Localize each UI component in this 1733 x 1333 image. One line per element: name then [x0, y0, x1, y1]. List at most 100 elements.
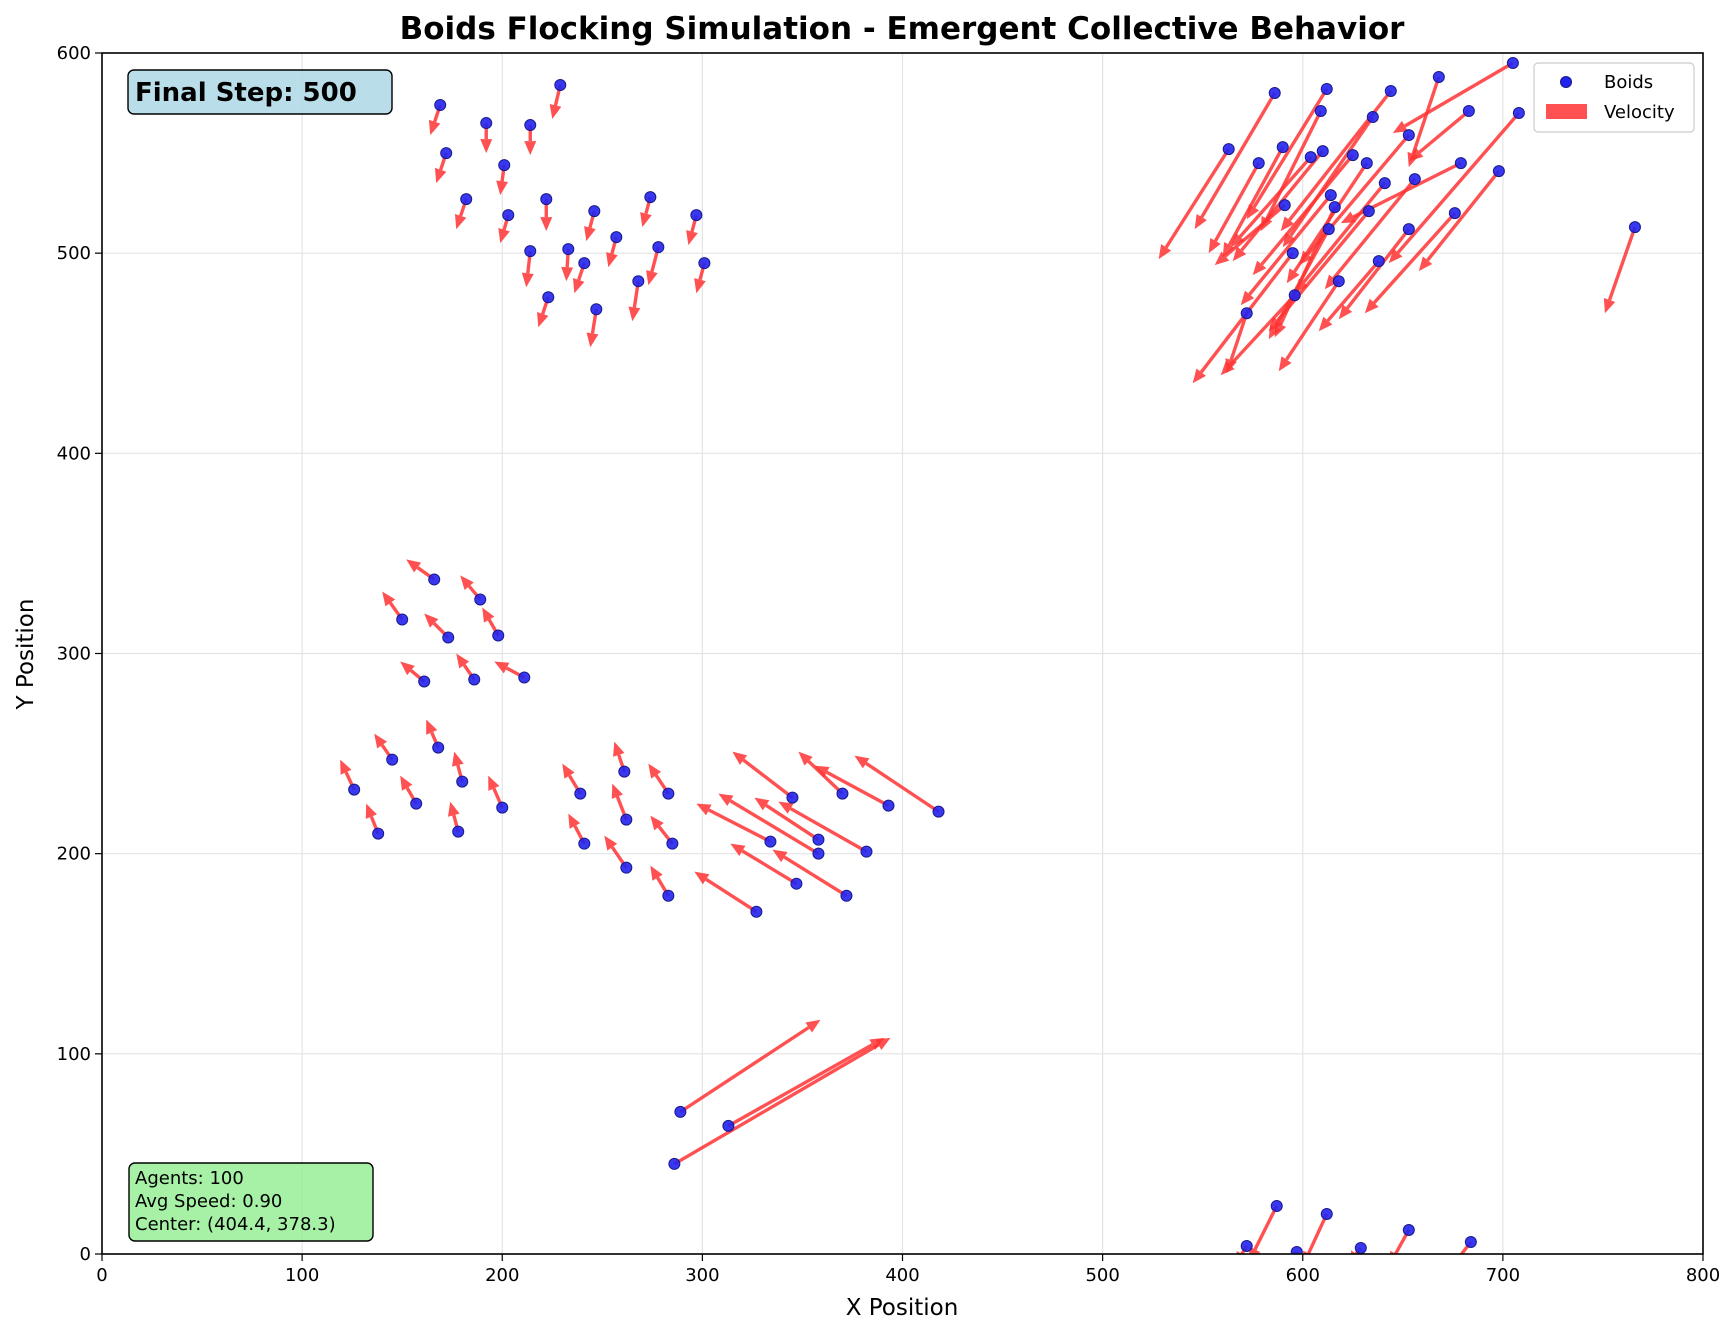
velocity-arrow-head: [1230, 232, 1245, 248]
boid-point: [1222, 143, 1235, 156]
boid-point: [662, 889, 675, 902]
velocity-arrow-head: [1268, 316, 1283, 332]
velocity-arrow: [705, 877, 758, 914]
velocity-arrow-head: [854, 755, 870, 769]
velocity-arrow: [807, 760, 844, 795]
boid-point: [1448, 207, 1461, 220]
velocity-arrow: [789, 807, 868, 854]
boid-point: [1402, 223, 1415, 236]
velocity-arrow: [1228, 294, 1296, 367]
boid-point: [1328, 201, 1341, 214]
boid-point: [456, 775, 469, 788]
boid-point: [668, 1157, 681, 1170]
y-tick-label: 500: [57, 243, 91, 264]
stats-box-frame: [128, 1162, 374, 1242]
velocity-arrow-head: [718, 793, 734, 806]
boid-point: [542, 291, 555, 304]
y-tick-label: 300: [57, 644, 91, 665]
boid-point: [1366, 111, 1379, 124]
boid-point: [460, 193, 473, 206]
boid-point: [1360, 157, 1373, 170]
velocity-arrow-head: [498, 228, 510, 244]
velocity-arrow-head: [1298, 250, 1313, 266]
y-axis-ticks: 0 100 200 300 400 500 600: [57, 43, 102, 1265]
velocity-arrow: [1285, 280, 1341, 361]
boid-point: [1320, 1207, 1333, 1220]
boid-point: [590, 303, 603, 316]
velocity-arrow-head: [1214, 251, 1230, 266]
velocity-arrow-head: [456, 653, 470, 669]
boid-point: [620, 861, 633, 874]
boid-point: [1288, 289, 1301, 302]
velocity-arrow: [1306, 133, 1411, 256]
velocity-arrows: [340, 61, 1637, 1254]
boid-point: [790, 877, 803, 890]
velocity-arrow-head: [694, 278, 706, 294]
velocity-arrow-head: [482, 607, 495, 623]
velocity-arrow: [741, 849, 798, 886]
velocity-arrow: [1252, 88, 1329, 209]
velocity-arrow-head: [1222, 242, 1235, 258]
velocity-arrow: [727, 1043, 874, 1128]
velocity-arrow: [865, 761, 940, 814]
x-axis-label: X Position: [846, 1295, 959, 1321]
boid-point: [1346, 149, 1359, 162]
x-tick-label: 800: [1686, 1265, 1720, 1286]
velocity-arrow-head: [1418, 256, 1433, 272]
velocity-arrow: [1346, 228, 1411, 310]
velocity-arrow: [765, 803, 820, 842]
boid-point: [452, 825, 465, 838]
boid-point: [1362, 205, 1375, 218]
velocity-arrow-head: [686, 230, 698, 246]
velocity-arrow-head: [1208, 238, 1221, 254]
x-tick-label: 300: [685, 1265, 719, 1286]
step-badge: Final Step: 500: [127, 69, 393, 115]
velocity-arrow: [1426, 170, 1501, 262]
y-tick-label: 0: [80, 1244, 91, 1265]
boid-point: [418, 675, 431, 688]
boid-point: [690, 209, 703, 222]
boid-point: [860, 845, 873, 858]
boid-point: [1286, 247, 1299, 260]
boid-point: [698, 257, 711, 270]
velocity-arrow-head: [454, 213, 467, 230]
boid-point: [562, 243, 575, 256]
boid-point: [840, 889, 853, 902]
velocity-arrow-head: [1252, 260, 1267, 276]
boid-point: [610, 231, 623, 244]
velocity-arrow-head: [374, 733, 388, 749]
velocity-arrow-head: [584, 226, 596, 242]
velocity-arrow-head: [494, 661, 510, 674]
velocity-arrow-head: [537, 312, 549, 328]
x-tick-label: 400: [885, 1265, 919, 1286]
velocity-arrow-head: [730, 843, 746, 857]
velocity-arrow-head: [1324, 274, 1339, 290]
velocity-arrow-head: [426, 719, 438, 735]
boid-point: [1316, 145, 1329, 158]
velocity-arrow: [1276, 210, 1371, 322]
velocity-arrow-head: [549, 104, 562, 120]
boid-point: [468, 673, 481, 686]
boid-point: [1454, 157, 1467, 170]
velocity-arrow-head: [805, 1019, 821, 1033]
boid-point: [474, 593, 487, 606]
velocity-arrow-head: [400, 775, 413, 791]
velocity-arrow-head: [772, 849, 788, 863]
x-tick-label: 700: [1486, 1265, 1520, 1286]
velocity-arrow-head: [613, 741, 625, 757]
boid-point: [502, 209, 515, 222]
velocity-arrow-head: [1318, 316, 1333, 332]
boid-point: [666, 837, 679, 850]
boid-point: [578, 257, 591, 270]
velocity-arrow-head: [1225, 358, 1237, 374]
boid-point: [1332, 275, 1345, 288]
boid-point: [812, 847, 825, 860]
velocity-arrow: [1326, 260, 1381, 322]
boid-point: [386, 753, 399, 766]
boid-point: [1378, 177, 1391, 190]
velocity-arrow-head: [1338, 304, 1353, 320]
velocity-arrow-head: [540, 217, 553, 232]
y-tick-label: 400: [57, 443, 91, 464]
step-badge-box: [127, 69, 393, 115]
